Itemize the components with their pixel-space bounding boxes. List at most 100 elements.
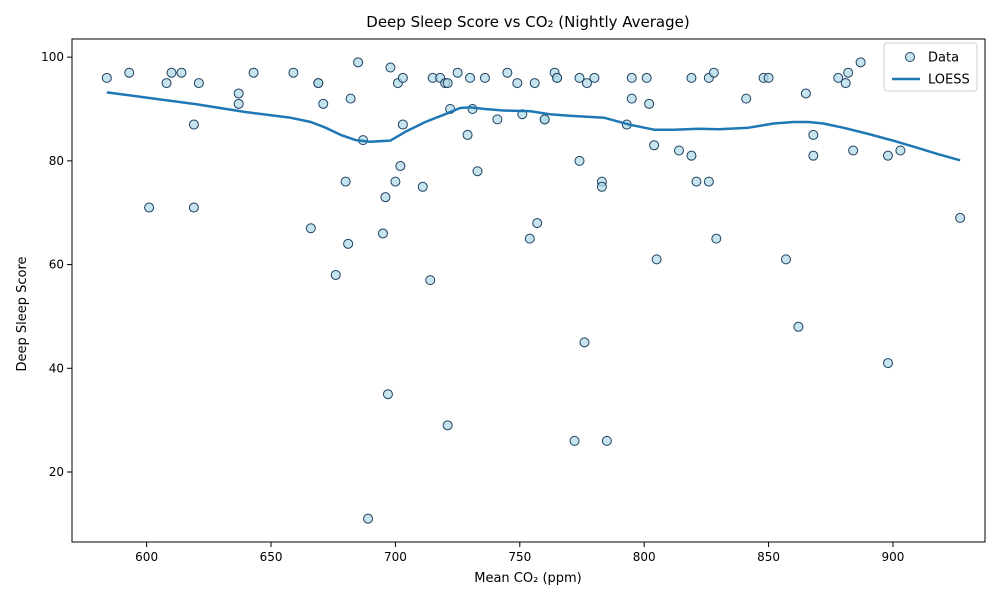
data-point	[188, 119, 199, 130]
x-tick-label: 750	[508, 550, 531, 564]
loess-line	[106, 91, 961, 162]
data-point	[674, 145, 685, 156]
data-point	[793, 321, 804, 332]
data-point	[574, 155, 585, 166]
data-point	[708, 67, 719, 78]
data-point	[601, 435, 612, 446]
data-point	[492, 114, 503, 125]
data-point	[512, 78, 523, 89]
legend-data-marker	[905, 52, 915, 62]
data-point	[589, 72, 600, 83]
data-point	[840, 78, 851, 89]
data-point	[193, 78, 204, 89]
data-point	[780, 254, 791, 265]
data-point	[651, 254, 662, 265]
loess-curve	[106, 91, 961, 162]
data-point	[353, 57, 364, 68]
data-point	[833, 72, 844, 83]
data-point	[711, 233, 722, 244]
x-tick-label: 850	[757, 550, 780, 564]
data-point	[472, 166, 483, 177]
data-point	[800, 88, 811, 99]
data-point	[188, 202, 199, 213]
data-point	[377, 228, 388, 239]
data-point	[686, 72, 697, 83]
data-point	[529, 78, 540, 89]
data-point	[380, 192, 391, 203]
data-point	[397, 72, 408, 83]
data-point	[574, 72, 585, 83]
data-point	[452, 67, 463, 78]
y-tick-label: 100	[41, 50, 64, 64]
data-point	[532, 218, 543, 229]
y-tick-label: 40	[49, 361, 64, 375]
data-point	[644, 98, 655, 109]
data-point	[626, 93, 637, 104]
plot-frame	[71, 38, 986, 543]
data-point	[691, 176, 702, 187]
data-point	[502, 67, 513, 78]
data-point	[581, 78, 592, 89]
data-point	[882, 358, 893, 369]
data-point	[479, 72, 490, 83]
data-point	[763, 72, 774, 83]
data-point	[641, 72, 652, 83]
y-axis-ticks: 20 40 60 80 100	[41, 50, 72, 479]
data-point	[843, 67, 854, 78]
data-point	[101, 72, 112, 83]
x-tick-label: 800	[633, 550, 656, 564]
data-point	[539, 114, 550, 125]
data-point	[442, 420, 453, 431]
data-point	[397, 119, 408, 130]
y-tick-label: 20	[49, 465, 64, 479]
x-axis-label: Mean CO₂ (ppm)	[474, 571, 582, 586]
data-point	[161, 78, 172, 89]
data-point	[124, 67, 135, 78]
data-point	[144, 202, 155, 213]
x-axis-ticks: 600 650 700 750 800 850 900	[135, 542, 904, 564]
data-point	[425, 275, 436, 286]
data-point	[848, 145, 859, 156]
data-point	[626, 72, 637, 83]
data-point	[855, 57, 866, 68]
x-tick-label: 900	[882, 550, 905, 564]
data-point	[524, 233, 535, 244]
data-point	[596, 181, 607, 192]
data-point	[442, 78, 453, 89]
data-point	[882, 150, 893, 161]
data-point	[741, 93, 752, 104]
data-point	[895, 145, 906, 156]
data-point	[288, 67, 299, 78]
legend-data-label: Data	[928, 51, 959, 66]
data-point	[345, 93, 356, 104]
data-point	[808, 150, 819, 161]
data-point	[417, 181, 428, 192]
data-point	[330, 269, 341, 280]
data-point	[569, 435, 580, 446]
y-tick-label: 80	[49, 154, 64, 168]
legend: Data LOESS	[883, 42, 978, 92]
data-point	[390, 176, 401, 187]
data-point	[686, 150, 697, 161]
data-point	[552, 72, 563, 83]
chart-title: Deep Sleep Score vs CO₂ (Nightly Average…	[366, 13, 689, 31]
x-tick-label: 600	[135, 550, 158, 564]
data-point	[363, 513, 374, 524]
y-axis-label: Deep Sleep Score	[15, 256, 30, 371]
data-point	[313, 78, 324, 89]
data-point	[248, 67, 259, 78]
data-point	[318, 98, 329, 109]
data-point	[703, 176, 714, 187]
data-points	[101, 57, 966, 524]
data-point	[340, 176, 351, 187]
data-point	[166, 67, 177, 78]
data-point	[385, 62, 396, 73]
data-point	[462, 129, 473, 140]
data-point	[808, 129, 819, 140]
x-tick-label: 650	[260, 550, 283, 564]
data-point	[233, 98, 244, 109]
data-point	[305, 223, 316, 234]
data-point	[176, 67, 187, 78]
y-tick-label: 60	[49, 258, 64, 272]
data-point	[233, 88, 244, 99]
